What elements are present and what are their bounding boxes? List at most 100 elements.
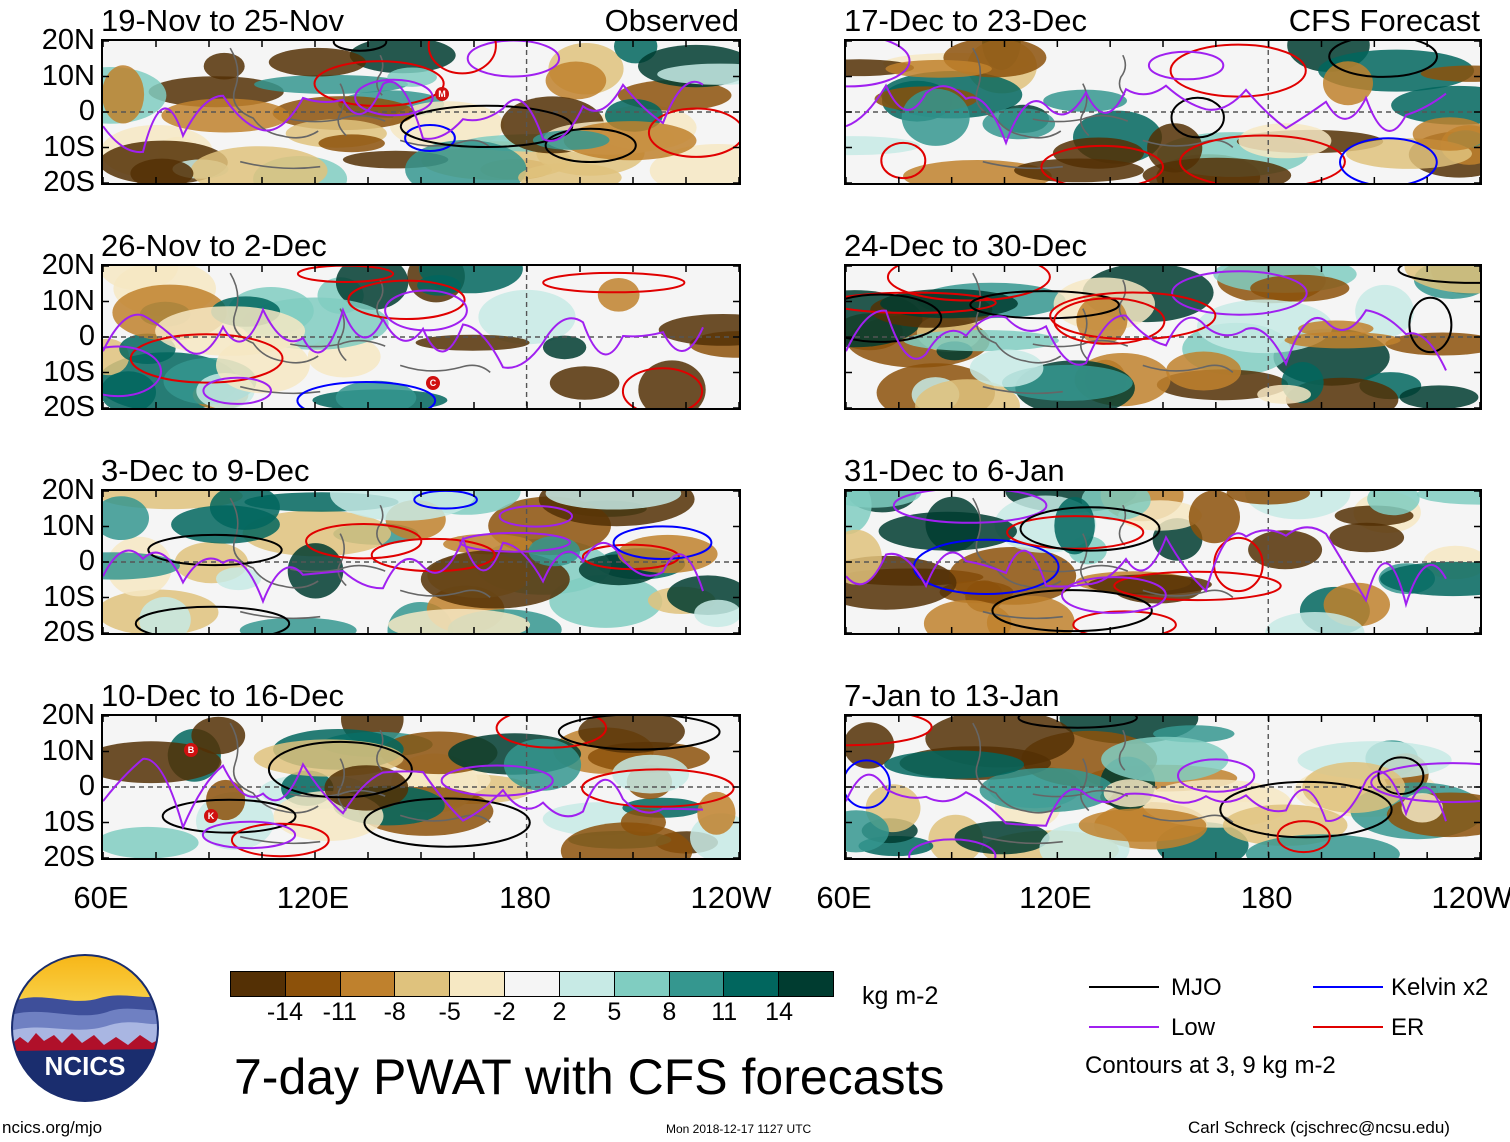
lat-label: 10N (41, 734, 95, 767)
colorbar-box (723, 971, 780, 997)
pwat-anomaly-blob (103, 65, 145, 124)
coastline (229, 47, 491, 170)
wave-contour (1040, 144, 1164, 183)
wave-contour (557, 716, 721, 751)
pwat-anomaly-blob (694, 599, 739, 628)
wave-contour (1170, 96, 1225, 139)
lat-label: 20S (43, 166, 95, 198)
pwat-anomaly-blob (1329, 522, 1405, 553)
wave-contour (969, 290, 1120, 320)
panel-title: 26-Nov to 2-Dec (101, 228, 327, 263)
pwat-anomaly-blob (139, 597, 191, 633)
wave-contour (129, 333, 284, 384)
pwat-anomaly-blob (545, 61, 607, 100)
lat-label: 10S (43, 355, 95, 388)
pwat-anomaly-blob (1081, 491, 1151, 521)
panel-title: 17-Dec to 23-Dec (844, 3, 1087, 38)
footer-timestamp: Mon 2018-12-17 1127 UTC (666, 1122, 812, 1136)
lat-label: 0 (78, 320, 95, 352)
pwat-anomaly-blob (1412, 117, 1480, 151)
pwat-anomaly-blob (1014, 158, 1144, 183)
panel-title: 19-Nov to 25-Nov (101, 3, 344, 38)
lon-label: 120W (1431, 880, 1510, 915)
legend-label-er: ER (1391, 1014, 1425, 1041)
colorbar-box (504, 971, 560, 997)
low-contour (103, 307, 704, 369)
pwat-anomaly-blob (969, 349, 1044, 387)
panel-source-tag: CFS Forecast (1288, 3, 1480, 38)
wave-contour (892, 491, 1048, 524)
pwat-anomaly-blob (1404, 266, 1480, 294)
legend-line-er (1313, 1026, 1383, 1028)
wave-contour (1397, 266, 1480, 284)
wave-contour (466, 41, 561, 78)
pwat-map-panel (101, 714, 741, 860)
wave-contour (1171, 270, 1308, 316)
coastline (972, 272, 1234, 395)
wave-contour (1061, 576, 1167, 614)
pwat-anomaly-blob (901, 88, 970, 146)
wave-contour (1276, 820, 1331, 854)
lon-label: 120E (1019, 880, 1092, 915)
pwat-anomaly-blob (846, 491, 922, 508)
tropical-cyclone-marker: K (204, 809, 218, 823)
wave-contour (332, 41, 388, 52)
pwat-anomaly-blob (1391, 85, 1480, 125)
wave-contour (296, 266, 395, 283)
wave-contour (103, 345, 162, 398)
pwat-anomaly-blob (885, 59, 992, 78)
pwat-anomaly-blob (239, 617, 357, 633)
pwat-anomaly-blob (846, 810, 889, 853)
pwat-anomaly-blob (1087, 574, 1212, 595)
footer-url[interactable]: ncics.org/mjo (2, 1118, 103, 1137)
wave-contour (1006, 515, 1145, 550)
pwat-anomaly-blob (1265, 612, 1365, 633)
panel-title: 31-Dec to 6-Jan (844, 453, 1065, 488)
wave-contour (296, 381, 437, 408)
pwat-anomaly-blob (130, 158, 194, 183)
colorbar (230, 971, 834, 997)
pwat-anomaly-blob (518, 163, 622, 183)
lat-label: 0 (78, 545, 95, 577)
pwat-anomaly-blob (915, 379, 1020, 408)
pwat-anomaly-blob (1188, 491, 1240, 544)
pwat-map-panel (101, 489, 741, 635)
pwat-anomaly-blob (923, 600, 1012, 633)
pwat-anomaly-blob (330, 491, 476, 521)
colorbar-tick-label: 2 (552, 998, 567, 1026)
wave-contour (267, 740, 413, 799)
wave-contour (1113, 570, 1282, 602)
lat-label: 10N (41, 59, 95, 92)
colorbar-box (230, 971, 286, 997)
wave-contour (544, 127, 637, 164)
pwat-anomaly-blob (415, 334, 530, 351)
pwat-anomaly-blob (1367, 491, 1420, 516)
legend-label-low: Low (1171, 1014, 1216, 1041)
colorbar-tick-label: -8 (383, 998, 406, 1026)
lat-label: 10N (41, 509, 95, 542)
lon-label: 180 (499, 880, 551, 915)
lon-label: 180 (1240, 880, 1293, 915)
legend-line-low (1089, 1026, 1159, 1028)
pwat-anomaly-blob (190, 146, 328, 183)
pwat-anomaly-blob (103, 496, 149, 540)
wave-contour (1072, 610, 1177, 633)
wave-contour (1370, 762, 1480, 804)
pwat-anomaly-blob (697, 791, 736, 835)
wave-contour (498, 504, 573, 528)
lat-label: 10S (43, 805, 95, 838)
lat-label: 20N (41, 699, 95, 731)
panel-source-tag: Observed (604, 3, 739, 38)
colorbar-box (613, 971, 670, 997)
lat-label: 20N (41, 249, 95, 281)
pwat-anomaly-blob (1420, 65, 1480, 82)
pwat-map-panel (101, 264, 741, 410)
pwat-anomaly-blob (1078, 808, 1207, 842)
panel-title: 7-Jan to 13-Jan (844, 678, 1060, 713)
pwat-anomaly-blob (1248, 530, 1323, 570)
pwat-anomaly-blob (657, 63, 739, 85)
colorbar-tick-label: -5 (438, 998, 461, 1026)
footer-author: Carl Schreck (cjschrec@ncsu.edu) (1188, 1118, 1450, 1137)
pwat-anomaly-blob (1380, 561, 1480, 597)
colorbar-tick-label: -11 (322, 998, 357, 1026)
